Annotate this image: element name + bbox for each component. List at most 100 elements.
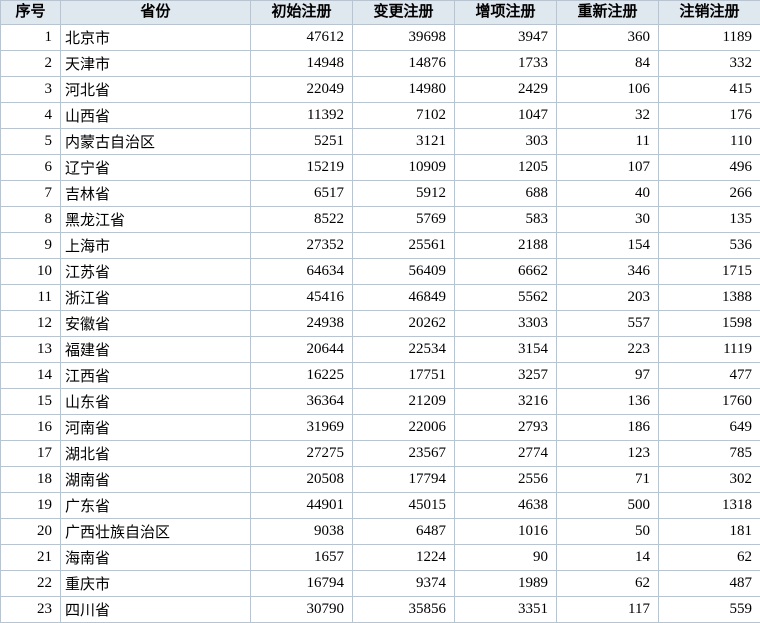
cell-initial: 27275 <box>251 441 353 467</box>
cell-cancel: 1318 <box>659 493 760 519</box>
cell-province: 广西壮族自治区 <box>61 519 251 545</box>
cell-addition: 2793 <box>455 415 557 441</box>
cell-province: 山西省 <box>61 103 251 129</box>
cell-initial: 20644 <box>251 337 353 363</box>
cell-change: 23567 <box>353 441 455 467</box>
cell-addition: 1205 <box>455 155 557 181</box>
table-row: 1北京市476123969839473601189 <box>1 25 760 51</box>
cell-change: 10909 <box>353 155 455 181</box>
table-row: 22重庆市167949374198962487 <box>1 571 760 597</box>
cell-change: 25561 <box>353 233 455 259</box>
cell-seq: 22 <box>1 571 61 597</box>
table-row: 20广西壮族自治区90386487101650181 <box>1 519 760 545</box>
col-header-initial: 初始注册 <box>251 1 353 25</box>
cell-addition: 1989 <box>455 571 557 597</box>
cell-initial: 5251 <box>251 129 353 155</box>
cell-change: 17794 <box>353 467 455 493</box>
cell-renew: 500 <box>557 493 659 519</box>
cell-change: 22006 <box>353 415 455 441</box>
table-row: 2天津市1494814876173384332 <box>1 51 760 77</box>
cell-addition: 90 <box>455 545 557 571</box>
cell-renew: 14 <box>557 545 659 571</box>
cell-change: 14980 <box>353 77 455 103</box>
cell-initial: 11392 <box>251 103 353 129</box>
cell-addition: 688 <box>455 181 557 207</box>
cell-change: 9374 <box>353 571 455 597</box>
cell-cancel: 62 <box>659 545 760 571</box>
cell-seq: 23 <box>1 597 61 623</box>
cell-change: 39698 <box>353 25 455 51</box>
cell-addition: 3216 <box>455 389 557 415</box>
cell-cancel: 302 <box>659 467 760 493</box>
cell-initial: 15219 <box>251 155 353 181</box>
cell-change: 6487 <box>353 519 455 545</box>
cell-cancel: 266 <box>659 181 760 207</box>
cell-cancel: 1189 <box>659 25 760 51</box>
cell-initial: 8522 <box>251 207 353 233</box>
cell-change: 14876 <box>353 51 455 77</box>
col-header-cancel: 注销注册 <box>659 1 760 25</box>
cell-change: 45015 <box>353 493 455 519</box>
cell-cancel: 496 <box>659 155 760 181</box>
cell-seq: 13 <box>1 337 61 363</box>
cell-initial: 16225 <box>251 363 353 389</box>
cell-addition: 1733 <box>455 51 557 77</box>
cell-cancel: 110 <box>659 129 760 155</box>
cell-renew: 30 <box>557 207 659 233</box>
table-row: 4山西省113927102104732176 <box>1 103 760 129</box>
cell-province: 四川省 <box>61 597 251 623</box>
table-row: 13福建省206442253431542231119 <box>1 337 760 363</box>
cell-province: 山东省 <box>61 389 251 415</box>
cell-cancel: 1760 <box>659 389 760 415</box>
cell-cancel: 559 <box>659 597 760 623</box>
cell-seq: 14 <box>1 363 61 389</box>
table-row: 9上海市27352255612188154536 <box>1 233 760 259</box>
col-header-province: 省份 <box>61 1 251 25</box>
table-row: 14江西省1622517751325797477 <box>1 363 760 389</box>
cell-province: 江苏省 <box>61 259 251 285</box>
cell-seq: 1 <box>1 25 61 51</box>
cell-initial: 64634 <box>251 259 353 285</box>
cell-province: 内蒙古自治区 <box>61 129 251 155</box>
cell-addition: 583 <box>455 207 557 233</box>
table-body: 1北京市4761239698394736011892天津市14948148761… <box>1 25 760 623</box>
cell-province: 辽宁省 <box>61 155 251 181</box>
cell-renew: 11 <box>557 129 659 155</box>
cell-cancel: 332 <box>659 51 760 77</box>
cell-province: 浙江省 <box>61 285 251 311</box>
registration-table: 序号 省份 初始注册 变更注册 增项注册 重新注册 注销注册 1北京市47612… <box>0 0 760 623</box>
cell-province: 安徽省 <box>61 311 251 337</box>
cell-renew: 136 <box>557 389 659 415</box>
table-row: 7吉林省6517591268840266 <box>1 181 760 207</box>
cell-initial: 16794 <box>251 571 353 597</box>
cell-initial: 45416 <box>251 285 353 311</box>
cell-addition: 2429 <box>455 77 557 103</box>
cell-province: 湖南省 <box>61 467 251 493</box>
table-row: 23四川省30790358563351117559 <box>1 597 760 623</box>
cell-seq: 19 <box>1 493 61 519</box>
cell-change: 46849 <box>353 285 455 311</box>
cell-seq: 10 <box>1 259 61 285</box>
cell-seq: 12 <box>1 311 61 337</box>
cell-addition: 1016 <box>455 519 557 545</box>
cell-initial: 36364 <box>251 389 353 415</box>
cell-cancel: 176 <box>659 103 760 129</box>
cell-change: 22534 <box>353 337 455 363</box>
cell-renew: 62 <box>557 571 659 597</box>
cell-seq: 17 <box>1 441 61 467</box>
cell-addition: 6662 <box>455 259 557 285</box>
cell-province: 海南省 <box>61 545 251 571</box>
cell-seq: 7 <box>1 181 61 207</box>
cell-initial: 1657 <box>251 545 353 571</box>
cell-initial: 14948 <box>251 51 353 77</box>
cell-renew: 106 <box>557 77 659 103</box>
cell-initial: 9038 <box>251 519 353 545</box>
cell-addition: 5562 <box>455 285 557 311</box>
cell-province: 江西省 <box>61 363 251 389</box>
cell-change: 17751 <box>353 363 455 389</box>
table-row: 8黑龙江省8522576958330135 <box>1 207 760 233</box>
cell-province: 福建省 <box>61 337 251 363</box>
cell-cancel: 477 <box>659 363 760 389</box>
cell-seq: 21 <box>1 545 61 571</box>
cell-seq: 18 <box>1 467 61 493</box>
